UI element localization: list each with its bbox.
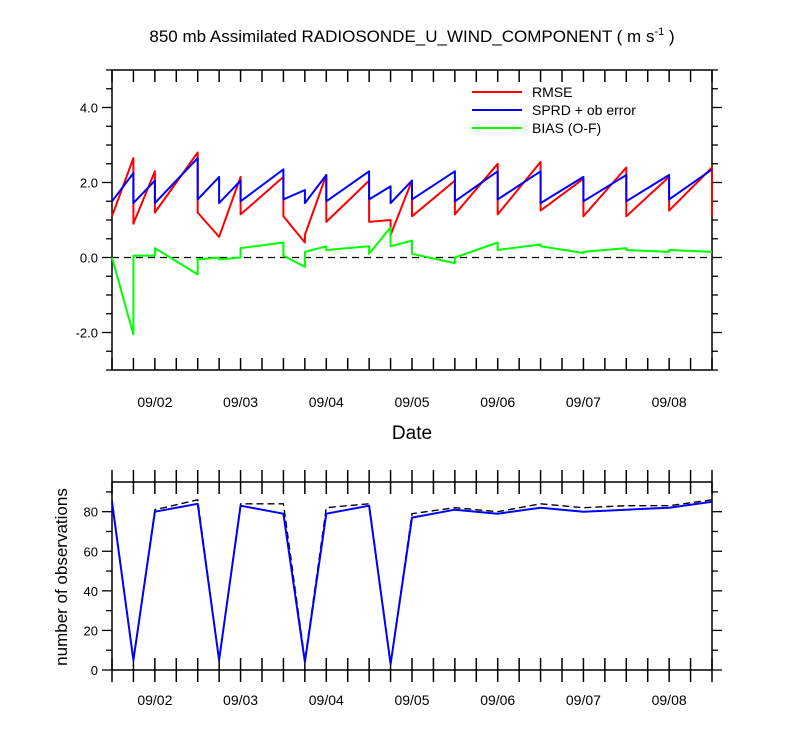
chart-title-sup: -1 — [654, 26, 664, 38]
x-tick-label: 09/05 — [394, 692, 429, 708]
legend-label: RMSE — [532, 84, 572, 100]
series-line-possible — [111, 499, 713, 665]
chart-title: 850 mb Assimilated RADIOSONDE_U_WIND_COM… — [149, 26, 674, 46]
chart-title-end: ) — [664, 27, 674, 46]
y-tick-label: 20 — [84, 623, 98, 638]
x-tick-label: 09/06 — [480, 692, 515, 708]
y-tick-label: 2.0 — [80, 176, 98, 191]
y-tick-label: 40 — [84, 584, 98, 599]
top-plot: 09/02 09/03 09/04 09/05 09/06 09/07 09/08 -2.0 0… — [76, 69, 722, 410]
x-tick-label: 09/02 — [137, 692, 172, 708]
y-tick-label: 4.0 — [80, 101, 98, 116]
series-line-bias-o-f- — [111, 226, 713, 336]
x-tick-label: 09/04 — [309, 394, 344, 410]
x-tick-label: 09/02 — [137, 394, 172, 410]
x-tick-label: 09/03 — [223, 394, 258, 410]
y-tick-label: 80 — [84, 505, 98, 520]
y-tick-label: -2.0 — [76, 326, 98, 341]
series-line-rmse — [111, 151, 713, 244]
top-legend: RMSE SPRD + ob error BIAS (O-F) — [472, 84, 636, 136]
chart-title-main: 850 mb Assimilated RADIOSONDE_U_WIND_COM… — [149, 27, 654, 46]
y-tick-label: 60 — [84, 544, 98, 559]
x-tick-label: 09/07 — [566, 394, 601, 410]
x-tick-label: 09/04 — [309, 692, 344, 708]
legend-label: BIAS (O-F) — [532, 120, 601, 136]
x-axis-label: Date — [392, 423, 432, 444]
x-tick-label: 09/05 — [394, 394, 429, 410]
x-tick-label: 09/08 — [652, 692, 687, 708]
series-line-used — [111, 500, 713, 666]
y-tick-label: 0.0 — [80, 251, 98, 266]
x-tick-label: 09/06 — [480, 394, 515, 410]
x-tick-label: 09/08 — [652, 394, 687, 410]
y-tick-label: 0 — [91, 663, 98, 678]
y-axis-label-bottom: number of observations — [52, 488, 71, 666]
legend-label: SPRD + ob error — [532, 102, 636, 118]
series-line-sprd-ob-error — [111, 157, 713, 205]
bottom-plot: 09/02 09/03 09/04 09/05 09/06 09/07 09/08 0 20 40… — [84, 470, 722, 708]
x-tick-label: 09/03 — [223, 692, 258, 708]
x-tick-label: 09/07 — [566, 692, 601, 708]
